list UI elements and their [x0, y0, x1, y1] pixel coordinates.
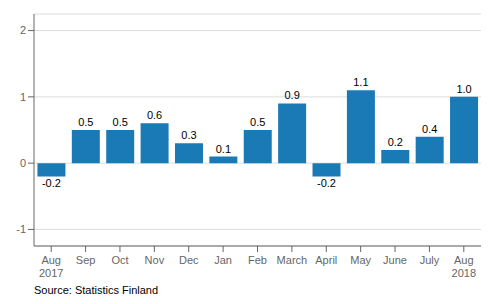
svg-text:Aug2017: Aug2017: [39, 254, 63, 279]
svg-text:2: 2: [20, 24, 26, 36]
svg-text:1.0: 1.0: [456, 83, 471, 95]
svg-text:-0.2: -0.2: [42, 177, 61, 189]
svg-text:0.3: 0.3: [181, 129, 196, 141]
svg-text:0.5: 0.5: [113, 116, 128, 128]
svg-text:May: May: [350, 254, 371, 266]
svg-text:1.1: 1.1: [353, 76, 368, 88]
svg-text:0.2: 0.2: [388, 136, 403, 148]
svg-text:1: 1: [20, 91, 26, 103]
svg-text:-1: -1: [16, 223, 26, 235]
svg-text:April: April: [315, 254, 337, 266]
svg-text:-0.2: -0.2: [317, 177, 336, 189]
svg-text:July: July: [420, 254, 440, 266]
svg-text:0.9: 0.9: [284, 89, 299, 101]
svg-text:0.5: 0.5: [250, 116, 265, 128]
svg-text:0.6: 0.6: [147, 109, 162, 121]
svg-text:March: March: [277, 254, 308, 266]
svg-text:0.1: 0.1: [216, 143, 231, 155]
svg-text:Oct: Oct: [111, 254, 128, 266]
svg-text:Dec: Dec: [179, 254, 199, 266]
svg-text:Nov: Nov: [145, 254, 165, 266]
svg-text:Jan: Jan: [214, 254, 232, 266]
svg-text:June: June: [383, 254, 407, 266]
html-text:Source: Statistics Finland: Source: Statistics Finland: [34, 284, 159, 296]
svg-text:0.5: 0.5: [78, 116, 93, 128]
svg-text:Feb: Feb: [248, 254, 267, 266]
svg-text:Sep: Sep: [76, 254, 96, 266]
svg-text:Aug2018: Aug2018: [452, 254, 476, 279]
svg-text:0: 0: [20, 157, 26, 169]
svg-text:0.4: 0.4: [422, 123, 437, 135]
